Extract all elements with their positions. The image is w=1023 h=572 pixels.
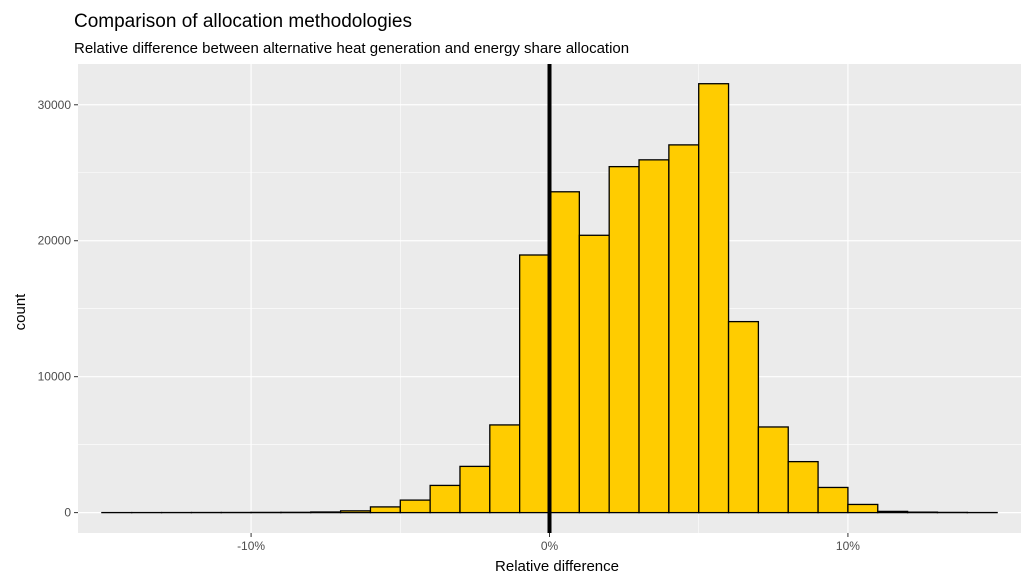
x-tick-label: 10% [836, 539, 860, 553]
histogram-bar [459, 465, 491, 514]
histogram-bar [757, 426, 789, 514]
histogram-bar [608, 165, 640, 514]
histogram-bar [668, 144, 700, 514]
histogram-bar [399, 499, 431, 514]
histogram-bar [339, 510, 372, 514]
x-tick-label: -10% [237, 539, 265, 553]
histogram-bar [489, 424, 521, 514]
histogram-bar [578, 234, 610, 514]
histogram-bar [847, 503, 879, 514]
histogram-bar [548, 191, 580, 514]
histogram-bar [310, 511, 342, 514]
x-tick-label: 0% [541, 539, 559, 553]
y-tick-label: 0 [64, 506, 71, 520]
histogram-bar [519, 254, 551, 514]
y-tick-label: 20000 [38, 234, 72, 248]
chart-title: Comparison of allocation methodologies [74, 11, 412, 32]
histogram-bar [877, 510, 909, 514]
histogram-bar [429, 484, 461, 514]
histogram-bar [638, 159, 670, 514]
histogram-bars [101, 83, 998, 514]
x-axis: -10% 0% 10% [237, 533, 860, 553]
histogram-bar [727, 320, 760, 514]
histogram-bar [698, 83, 730, 514]
y-tick-label: 10000 [38, 370, 72, 384]
y-axis: 0 10000 20000 30000 [38, 98, 78, 520]
histogram-bar [369, 506, 401, 514]
chart-subtitle: Relative difference between alternative … [74, 40, 629, 57]
y-tick-label: 30000 [38, 98, 72, 112]
x-axis-title: Relative difference [495, 558, 619, 572]
histogram-bar [817, 486, 849, 514]
histogram-bar [787, 460, 819, 514]
y-axis-title: count [12, 293, 29, 331]
